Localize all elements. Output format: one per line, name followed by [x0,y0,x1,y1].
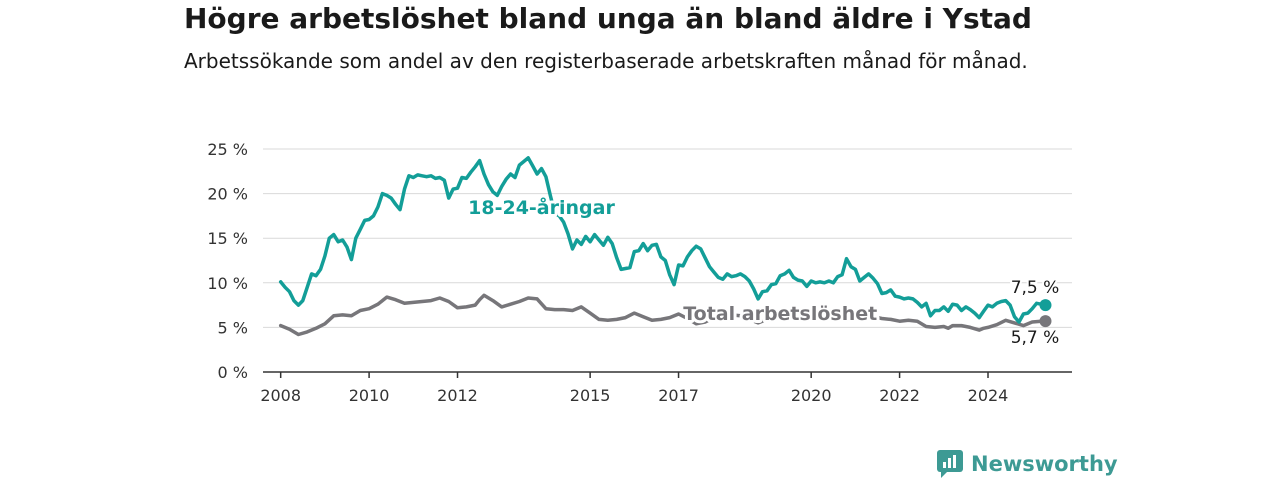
series-line-total [278,293,1048,337]
series-label-18-24: 18-24-åringar [468,195,615,219]
x-tick-label: 2020 [791,386,832,405]
y-tick-label: 25 % [207,140,248,159]
newsworthy-brand: Newsworthy [937,449,1118,479]
y-tick-label: 20 % [207,185,248,204]
y-axis: 0 % 5 % 10 % 15 % 20 % 25 % [207,140,248,382]
x-tick-label: 2024 [968,386,1009,405]
end-point-total [1039,315,1052,328]
end-value-label-total: 5,7 % [1011,328,1060,348]
grid-lines [263,148,1072,373]
end-value-label-18-24: 7,5 % [1011,278,1060,298]
chart-title: Högre arbetslöshet bland unga än bland ä… [184,2,1032,35]
x-tick-label: 2017 [658,386,699,405]
x-tick-label: 2010 [349,386,390,405]
end-point-18-24 [1039,299,1052,312]
series-line-18-24 [278,156,1048,324]
series-label-total: Total arbetslöshet [683,303,877,325]
brand-name: Newsworthy [971,452,1118,476]
series-lines [278,156,1052,337]
x-tick-label: 2022 [879,386,920,405]
chart-subtitle: Arbetssökande som andel av den registerb… [184,49,1028,73]
x-tick-label: 2012 [437,386,478,405]
y-tick-label: 10 % [207,274,248,293]
y-tick-label: 15 % [207,229,248,248]
y-tick-label: 5 % [218,318,248,337]
series-annotations: 18-24-åringar Total arbetslöshet 7,5 % 5,7 … [465,192,1061,350]
y-tick-label: 0 % [218,363,248,382]
x-axis: 2008 2010 2012 2015 2017 2020 2022 2024 [260,372,1008,405]
x-tick-label: 2008 [260,386,301,405]
newsworthy-logo-icon [937,450,963,478]
x-tick-label: 2015 [570,386,611,405]
